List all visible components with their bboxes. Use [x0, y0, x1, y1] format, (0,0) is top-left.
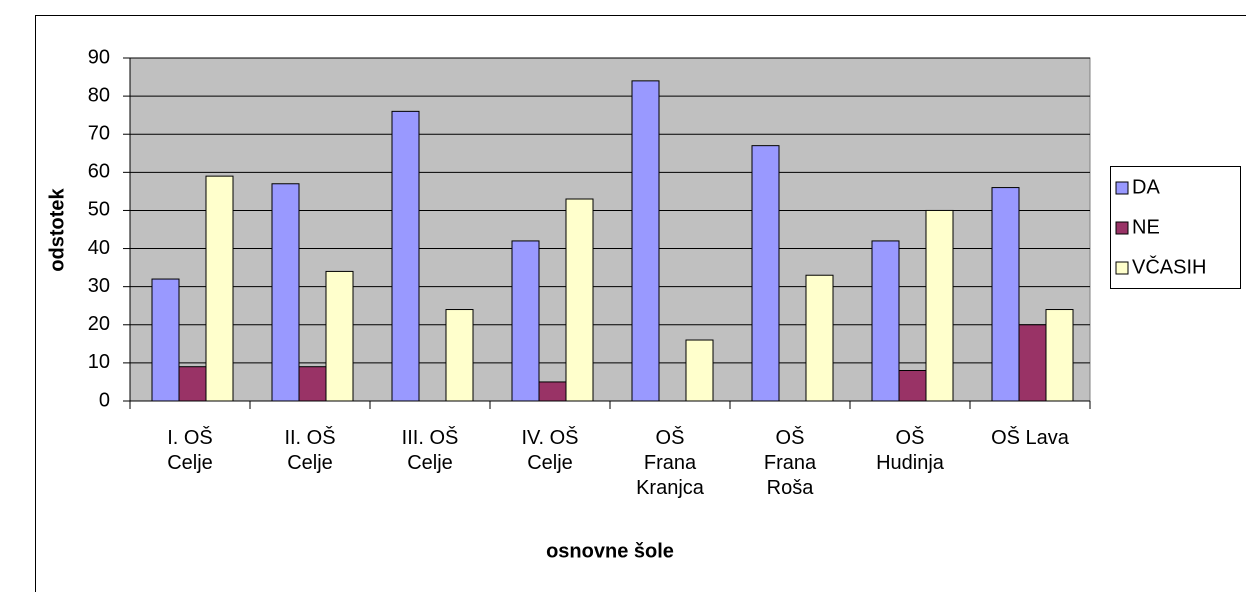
bar — [871, 240, 900, 402]
x-tick-label: III. OŠ Celje — [401, 427, 459, 474]
bar — [511, 240, 540, 402]
bar — [1018, 324, 1047, 402]
y-tick-label: 90 — [88, 46, 110, 68]
x-axis-label: osnovne šole — [546, 540, 674, 562]
bar — [925, 209, 954, 402]
bar — [178, 366, 207, 402]
legend-label: NE — [1132, 216, 1160, 238]
x-tick-label: OŠ Hudinja — [876, 427, 944, 474]
legend-label: VČASIH — [1132, 255, 1206, 278]
y-tick-label: 20 — [88, 313, 110, 335]
legend-swatch — [1115, 221, 1129, 235]
bar — [391, 110, 420, 402]
bar — [445, 309, 474, 402]
x-tick-label: OŠ Lava — [991, 427, 1069, 449]
legend-swatch — [1115, 261, 1129, 275]
bar — [151, 278, 180, 402]
bar — [898, 370, 927, 402]
bar — [805, 274, 834, 402]
y-tick-label: 30 — [88, 275, 110, 297]
y-axis-label: odstotek — [46, 187, 68, 271]
x-tick-label: OŠ Frana Kranjca — [636, 427, 704, 499]
bar — [538, 381, 567, 402]
y-tick-label: 60 — [88, 161, 110, 183]
y-tick-label: 80 — [88, 84, 110, 106]
bar — [751, 145, 780, 402]
legend-label: DA — [1132, 176, 1160, 198]
x-tick-label: OŠ Frana Roša — [763, 427, 817, 499]
y-tick-label: 10 — [88, 351, 110, 373]
legend-box — [1110, 166, 1241, 289]
bar — [631, 80, 660, 402]
x-tick-label: IV. OŠ Celje — [521, 427, 579, 474]
y-tick-label: 50 — [88, 199, 110, 221]
bar — [565, 198, 594, 402]
bar — [271, 183, 300, 402]
bar — [325, 270, 354, 402]
bar — [991, 187, 1020, 402]
y-tick-label: 0 — [99, 389, 110, 411]
legend-swatch — [1115, 181, 1129, 195]
x-tick-label: II. OŠ Celje — [284, 427, 336, 474]
bar — [298, 366, 327, 402]
x-tick-label: I. OŠ Celje — [167, 427, 213, 474]
bar — [685, 339, 714, 402]
y-tick-label: 40 — [88, 237, 110, 259]
bar — [1045, 309, 1074, 402]
bar — [205, 175, 234, 402]
y-tick-label: 70 — [88, 123, 110, 145]
